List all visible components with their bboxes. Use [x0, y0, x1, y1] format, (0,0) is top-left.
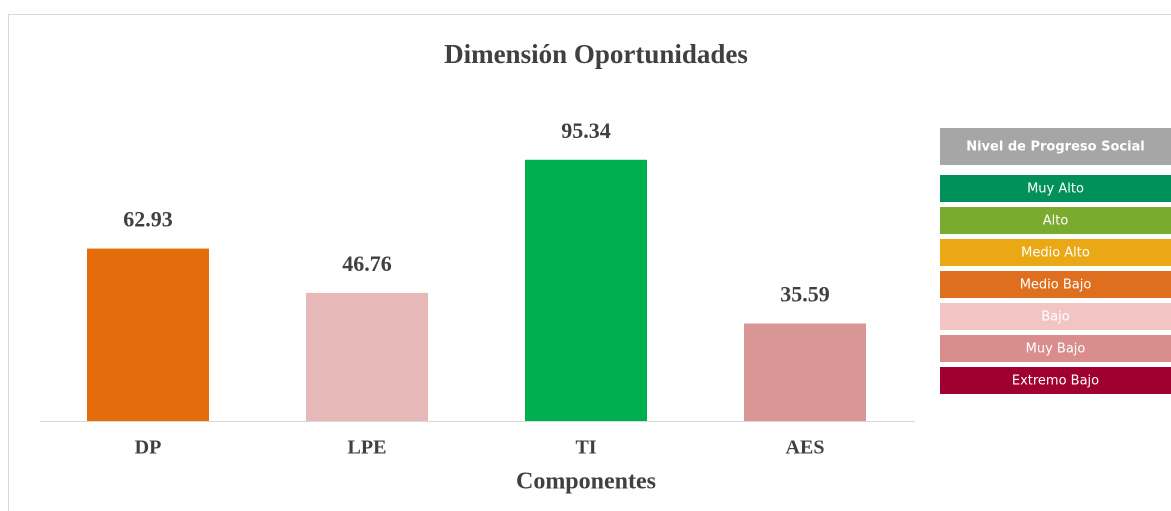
x-axis-title: Componentes	[516, 469, 656, 495]
chart-title: Dimensión Oportunidades	[444, 39, 748, 69]
legend-swatch	[940, 367, 1171, 394]
data-label: 95.34	[561, 118, 611, 143]
legend-label: Bajo	[1041, 310, 1069, 325]
x-tick-label: LPE	[348, 437, 387, 459]
x-tick-label: DP	[135, 437, 162, 459]
legend-swatch	[940, 175, 1171, 202]
legend-swatch	[940, 207, 1171, 234]
x-tick-label: TI	[575, 437, 596, 459]
legend-label: Medio Bajo	[1020, 278, 1092, 293]
legend-swatch	[940, 271, 1171, 298]
legend-label: Extremo Bajo	[1012, 374, 1099, 389]
legend-label: Muy Bajo	[1026, 342, 1086, 357]
bar	[306, 292, 428, 421]
legend-label: Medio Alto	[1021, 246, 1090, 261]
legend-header	[940, 128, 1171, 165]
legend-swatch	[940, 335, 1171, 362]
data-label: 46.76	[342, 251, 392, 276]
data-label: 35.59	[780, 282, 830, 307]
legend-label: Alto	[1043, 214, 1069, 229]
data-label: 62.93	[123, 207, 173, 232]
legend-swatch	[940, 303, 1171, 330]
legend-swatch	[940, 239, 1171, 266]
bar	[744, 323, 866, 421]
bar	[525, 159, 647, 421]
x-tick-label: AES	[786, 437, 825, 459]
bar	[87, 248, 209, 421]
legend-label: Muy Alto	[1027, 182, 1084, 197]
legend-title: Nivel de Progreso Social	[966, 140, 1145, 155]
